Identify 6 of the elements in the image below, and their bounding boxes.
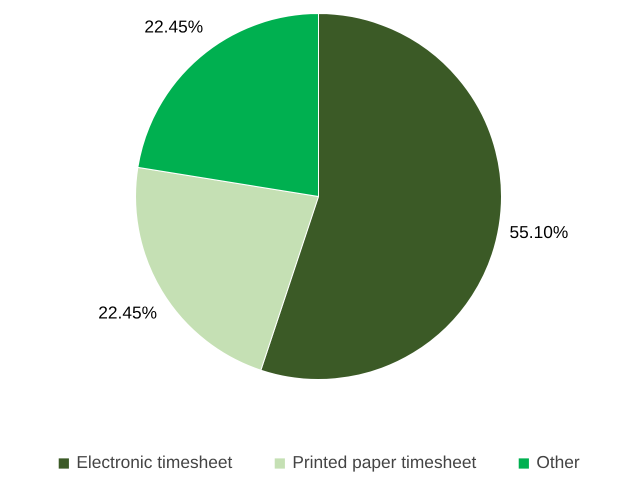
legend-label: Other — [536, 452, 580, 473]
legend-label: Electronic timesheet — [76, 452, 232, 473]
data-label: 22.45% — [144, 16, 204, 36]
legend-label: Printed paper timesheet — [292, 452, 476, 473]
data-label: 22.45% — [98, 302, 158, 322]
data-label: 55.10% — [509, 222, 568, 242]
